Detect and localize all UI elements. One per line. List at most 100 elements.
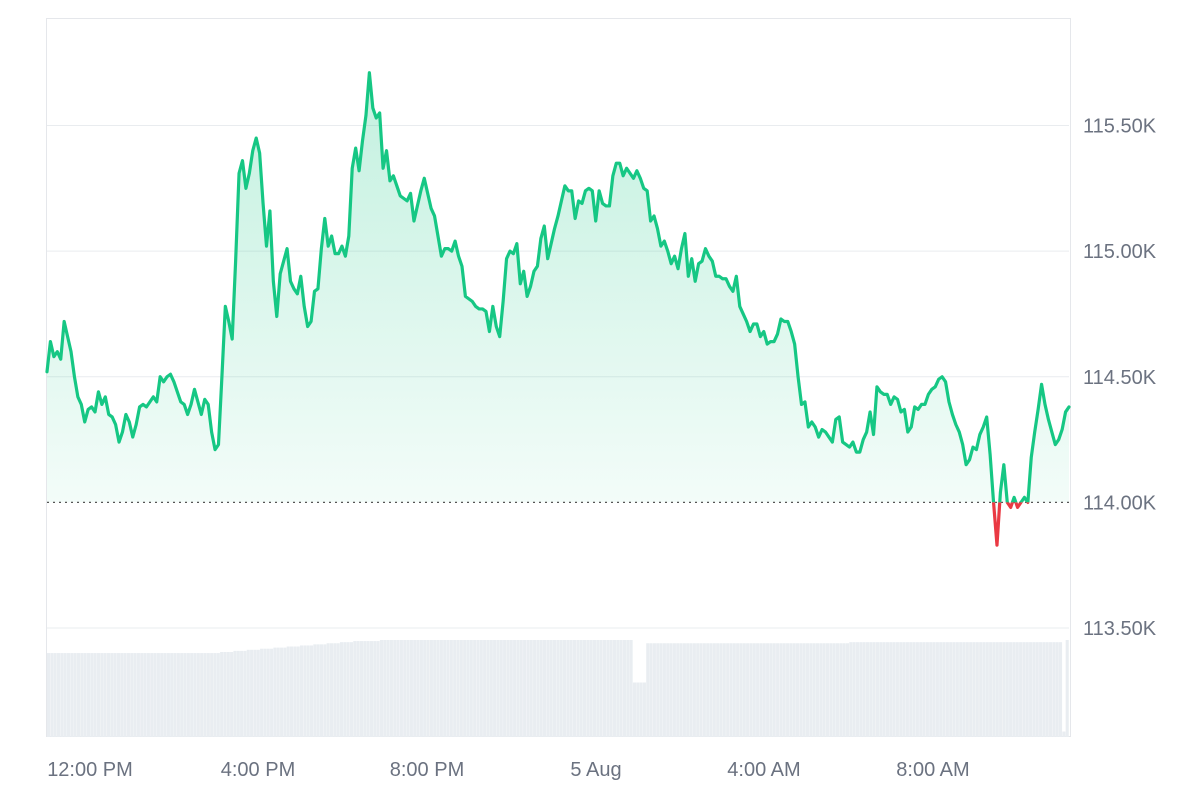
volume-bar — [263, 648, 267, 737]
volume-bar — [156, 653, 160, 737]
volume-bar — [276, 647, 280, 737]
volume-bar — [233, 650, 237, 737]
volume-bar — [47, 653, 51, 737]
volume-bar — [622, 639, 626, 737]
volume-bar — [93, 653, 97, 737]
volume-bar — [716, 643, 720, 737]
volume-bar — [819, 643, 823, 737]
volume-bar — [163, 653, 167, 737]
volume-bar — [562, 639, 567, 737]
x-tick-label: 4:00 AM — [727, 759, 800, 781]
volume-bar — [712, 643, 716, 737]
volume-bar — [336, 643, 340, 737]
volume-bar — [852, 642, 856, 737]
volume-bar — [123, 653, 127, 737]
volume-bar — [536, 639, 540, 737]
volume-bar — [489, 639, 493, 737]
volume-bar — [110, 653, 114, 737]
volume-bar — [80, 653, 84, 737]
volume-bar — [230, 651, 234, 737]
volume-bar — [283, 647, 287, 737]
volume-bar — [912, 642, 916, 737]
volume-bar — [559, 639, 563, 737]
volume-bar — [672, 643, 676, 737]
volume-bar — [416, 639, 420, 737]
volume-bar — [53, 653, 57, 737]
volume-bar — [413, 639, 417, 737]
x-tick-label: 5 Aug — [570, 759, 621, 781]
volume-bar — [309, 645, 314, 737]
volume-bar — [196, 653, 200, 737]
volume-bar — [393, 639, 397, 737]
volume-bar — [220, 651, 224, 737]
volume-bar — [955, 642, 959, 737]
volume-bar — [686, 643, 690, 737]
volume-bar — [879, 642, 883, 737]
volume-bar — [616, 639, 620, 737]
volume-bars — [47, 639, 1069, 737]
volume-bar — [503, 639, 507, 737]
volume-bar — [166, 653, 170, 737]
volume-bar — [619, 639, 623, 737]
volume-bar — [106, 653, 111, 737]
volume-bar — [56, 653, 61, 737]
volume-bar — [523, 639, 527, 737]
volume-bar — [975, 642, 979, 737]
volume-bar — [939, 642, 943, 737]
volume-bar — [802, 643, 806, 737]
volume-bar — [746, 643, 750, 737]
volume-bar — [1039, 642, 1043, 737]
volume-bar — [689, 643, 693, 737]
volume-bar — [959, 642, 963, 737]
volume-bar — [985, 642, 989, 737]
volume-bar — [859, 642, 863, 737]
volume-bar — [882, 642, 886, 737]
volume-bar — [319, 644, 324, 737]
volume-bar — [862, 642, 866, 737]
volume-bar — [629, 639, 633, 737]
volume-bar — [702, 643, 706, 737]
volume-bar — [796, 643, 800, 737]
volume-bar — [1009, 642, 1013, 737]
volume-bar — [143, 653, 147, 737]
volume-bar — [1022, 642, 1026, 737]
volume-bar — [909, 642, 913, 737]
volume-bar — [759, 643, 763, 737]
volume-bar — [1045, 642, 1049, 737]
volume-bar — [366, 641, 370, 737]
volume-bar — [526, 639, 530, 737]
volume-bar — [213, 653, 217, 737]
volume-bar — [556, 639, 560, 737]
volume-bar — [869, 642, 873, 737]
volume-bar — [979, 642, 983, 737]
volume-bar — [782, 643, 786, 737]
volume-bar — [1065, 639, 1069, 737]
volume-bar — [786, 643, 790, 737]
volume-bar — [376, 641, 380, 737]
volume-bar — [176, 653, 180, 737]
volume-bar — [779, 643, 783, 737]
volume-bar — [1055, 642, 1059, 737]
volume-bar — [313, 644, 317, 737]
volume-bar — [945, 642, 949, 737]
volume-bar — [96, 653, 101, 737]
volume-bar — [553, 639, 557, 737]
volume-bar — [865, 642, 870, 737]
volume-bar — [566, 639, 570, 737]
volume-bar — [349, 642, 354, 737]
volume-bar — [676, 643, 680, 737]
volume-bar — [789, 643, 793, 737]
volume-bar — [825, 643, 830, 737]
volume-bar — [652, 643, 656, 737]
volume-bar — [543, 639, 547, 737]
volume-bar — [240, 650, 244, 737]
volume-bar — [739, 643, 743, 737]
volume-bar — [612, 639, 617, 737]
volume-bar — [173, 653, 177, 737]
volume-bar — [1032, 642, 1036, 737]
volume-bar — [815, 643, 820, 737]
volume-bar — [822, 643, 826, 737]
volume-bar — [519, 639, 523, 737]
volume-bar — [1029, 642, 1033, 737]
volume-bar — [752, 643, 756, 737]
